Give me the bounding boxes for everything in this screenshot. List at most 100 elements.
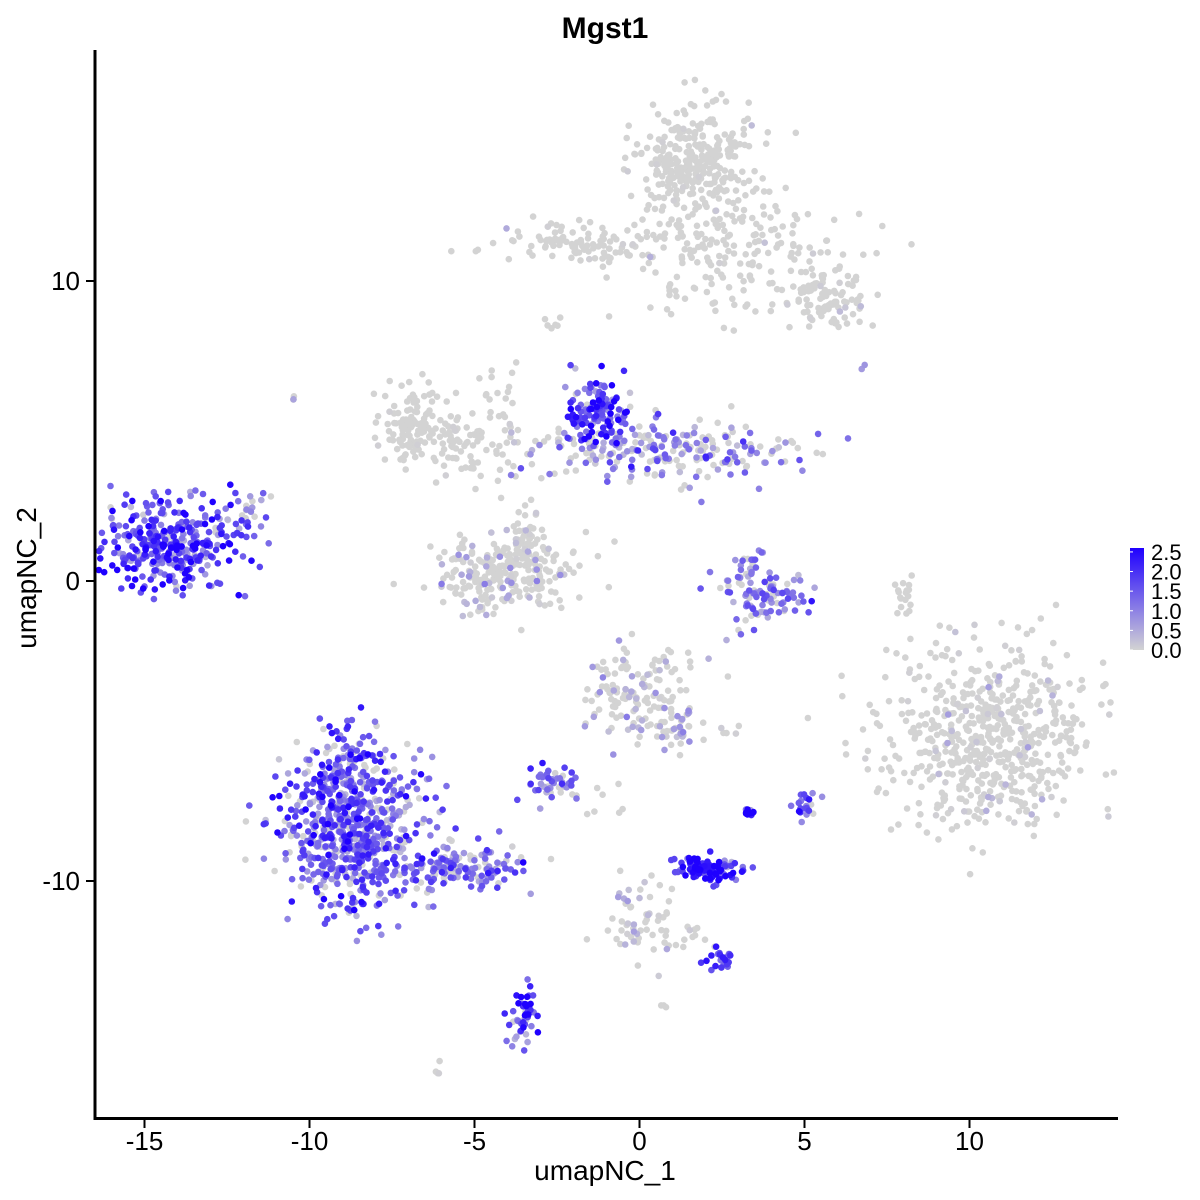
- cell-point: [651, 205, 659, 213]
- cell-point: [666, 291, 673, 299]
- cell-point: [970, 720, 977, 727]
- cell-point: [661, 133, 668, 141]
- cell-point: [731, 453, 739, 461]
- cell-point: [710, 883, 717, 890]
- legend-colorbar: [1130, 548, 1144, 650]
- cell-point: [983, 771, 991, 778]
- cell-point: [655, 912, 662, 920]
- cell-point: [943, 645, 951, 653]
- cell-point: [971, 751, 978, 758]
- cell-point: [132, 546, 139, 553]
- cell-point: [681, 79, 688, 86]
- cell-point: [358, 898, 365, 906]
- cell-point: [334, 756, 342, 763]
- cell-point: [546, 600, 554, 608]
- cell-point: [864, 766, 872, 773]
- cell-point: [589, 399, 597, 406]
- cell-point: [682, 872, 689, 879]
- cell-point: [710, 216, 718, 223]
- cell-point: [606, 238, 614, 245]
- cell-point: [977, 735, 985, 742]
- cell-point: [749, 214, 756, 222]
- cell-point: [408, 413, 415, 421]
- cell-point: [736, 260, 744, 267]
- cell-point: [347, 777, 355, 785]
- cell-point: [787, 802, 795, 810]
- cell-point: [974, 764, 981, 772]
- cell-point: [324, 820, 332, 828]
- cell-point: [448, 574, 456, 581]
- cell-point: [750, 626, 758, 634]
- cell-point: [663, 306, 671, 313]
- cell-point: [567, 405, 575, 413]
- cell-point: [527, 780, 534, 788]
- cell-point: [809, 272, 817, 279]
- cell-point: [687, 100, 695, 108]
- cell-point: [591, 254, 599, 262]
- cell-point: [663, 910, 670, 917]
- cell-point: [410, 448, 417, 456]
- cell-point: [950, 709, 957, 717]
- cell-point: [1033, 815, 1040, 823]
- cell-point: [470, 431, 478, 438]
- cell-point: [661, 718, 668, 726]
- cell-point: [386, 830, 394, 837]
- cell-point: [557, 236, 564, 243]
- cell-point: [726, 449, 734, 456]
- cell-point: [599, 424, 607, 432]
- cell-point: [513, 555, 520, 563]
- cell-point: [380, 829, 387, 837]
- cell-point: [97, 555, 104, 562]
- cell-point: [662, 932, 669, 939]
- cell-point: [302, 818, 310, 825]
- cell-point: [509, 1007, 517, 1015]
- cell-point: [610, 687, 618, 694]
- cell-point: [471, 563, 479, 570]
- cell-point: [573, 795, 580, 802]
- cell-point: [501, 427, 509, 434]
- cell-point: [1057, 732, 1065, 739]
- cell-point: [979, 685, 986, 693]
- cell-point: [493, 450, 501, 458]
- cell-point: [624, 897, 631, 905]
- cell-point: [284, 814, 292, 821]
- cell-point: [624, 227, 631, 234]
- cell-point: [1058, 759, 1066, 766]
- cell-point: [178, 534, 186, 542]
- cell-point: [718, 724, 725, 732]
- cell-point: [483, 611, 490, 619]
- cell-point: [672, 145, 679, 153]
- cell-point: [299, 865, 306, 873]
- cell-point: [282, 786, 289, 793]
- cell-point: [150, 558, 157, 565]
- cell-point: [517, 854, 525, 861]
- cell-point: [1035, 726, 1042, 734]
- cell-point: [968, 665, 975, 673]
- cell-point: [413, 408, 421, 416]
- cell-point: [1044, 751, 1052, 759]
- cell-point: [689, 120, 697, 127]
- cell-point: [135, 560, 142, 568]
- cell-point: [346, 831, 354, 838]
- cell-point: [274, 829, 281, 836]
- cell-point: [873, 249, 880, 257]
- cell-point: [628, 688, 635, 695]
- cell-point: [730, 598, 737, 606]
- cell-point: [356, 830, 363, 838]
- cell-point: [713, 239, 720, 246]
- cell-point: [616, 248, 624, 256]
- cell-point: [223, 533, 230, 540]
- cell-point: [494, 884, 501, 891]
- cell-point: [660, 143, 668, 151]
- cell-point: [1105, 813, 1112, 820]
- cell-point: [314, 810, 322, 817]
- cell-point: [527, 496, 535, 504]
- cell-point: [365, 732, 373, 740]
- cell-point: [368, 809, 376, 816]
- cell-point: [753, 185, 760, 192]
- cell-point: [177, 557, 185, 565]
- cell-point: [579, 421, 586, 428]
- cell-point: [624, 920, 632, 927]
- cell-point: [1040, 733, 1047, 741]
- cell-point: [720, 260, 728, 267]
